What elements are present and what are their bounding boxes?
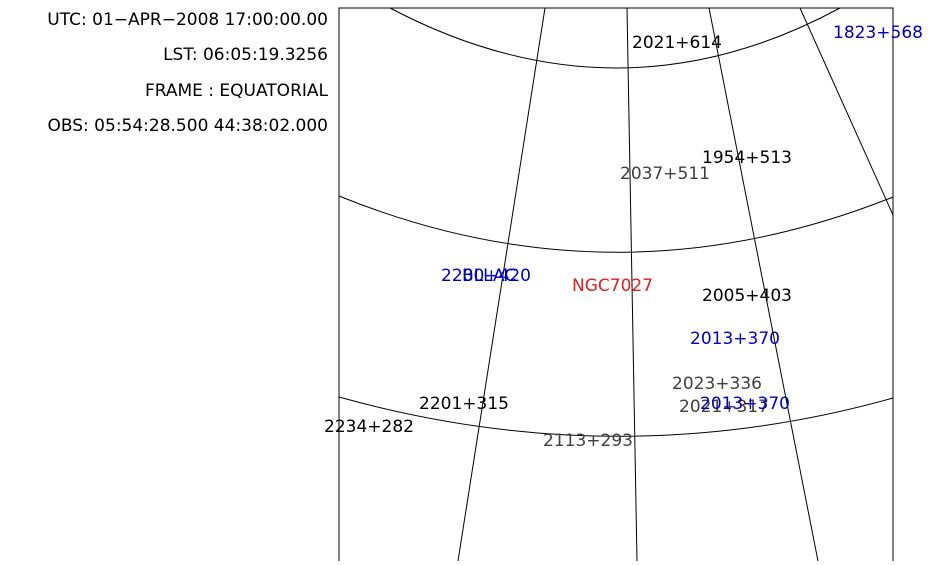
obs-line: OBS: 05:54:28.500 44:38:02.000 [48, 116, 328, 136]
source-label: BLLAC [462, 266, 516, 286]
source-label: 2037+511 [620, 164, 710, 184]
source-label: 2021+317 [679, 397, 769, 417]
source-label: 2013+370 [700, 394, 790, 414]
source-labels: 2021+614 1823+568 1954+513 2037+511 2200… [324, 23, 923, 451]
meridian [799, 7, 894, 216]
declination-arc [338, 396, 894, 437]
source-label: 2234+282 [324, 417, 414, 437]
declination-arc [338, 195, 894, 253]
sky-grid [338, 7, 894, 562]
source-label: 2023+336 [672, 374, 762, 394]
source-label: NGC7027 [572, 276, 653, 296]
meridian [626, 7, 638, 562]
frame-line: FRAME : EQUATORIAL [145, 81, 329, 101]
declination-arc [389, 7, 841, 69]
utc-line: UTC: 01−APR−2008 17:00:00.00 [47, 10, 328, 30]
source-label: 2201+315 [419, 394, 509, 414]
meridian [708, 7, 819, 562]
source-label: 2113+293 [543, 431, 633, 451]
lst-line: LST: 06:05:19.3256 [163, 45, 328, 65]
source-label: 2013+370 [690, 329, 780, 349]
source-label: 1823+568 [833, 23, 923, 43]
source-label: 2005+403 [702, 286, 792, 306]
header: UTC: 01−APR−2008 17:00:00.00 LST: 06:05:… [47, 10, 328, 136]
source-label: 2200+420 [441, 266, 531, 286]
meridian [457, 7, 546, 562]
frame [338, 7, 894, 561]
source-label: 2021+614 [632, 33, 722, 53]
source-label: 1954+513 [702, 148, 792, 168]
